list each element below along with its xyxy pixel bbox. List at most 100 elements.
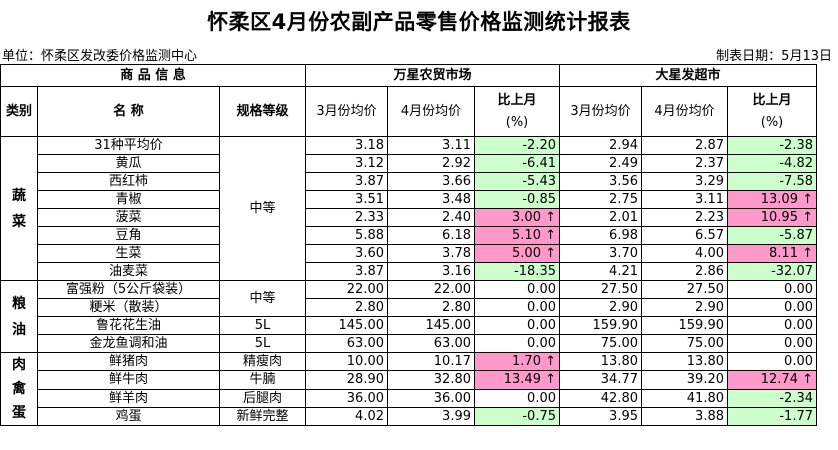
header-b-apr: 4月份均价 xyxy=(641,86,728,137)
b-mar: 2.75 xyxy=(559,190,642,209)
header-category: 类别 xyxy=(0,86,38,137)
b-mar: 3.95 xyxy=(559,406,642,427)
row-spec: 中等 xyxy=(219,136,306,281)
a-mar: 3.18 xyxy=(305,136,388,155)
a-apr: 32.80 xyxy=(387,370,475,390)
a-apr: 3.66 xyxy=(387,172,475,191)
row-name: 鲜牛肉 xyxy=(37,370,220,390)
header-spec: 规格等级 xyxy=(219,86,306,137)
a-chg: 0.00 xyxy=(474,388,560,408)
a-mar: 5.88 xyxy=(305,226,388,245)
b-chg: -2.34 xyxy=(727,388,817,408)
b-apr: 3.88 xyxy=(641,406,728,427)
b-mar: 6.98 xyxy=(559,226,642,245)
b-apr: 3.11 xyxy=(641,190,728,209)
b-mar: 159.90 xyxy=(559,316,642,335)
a-chg: 13.49 ↑ xyxy=(474,370,560,390)
a-mar: 3.12 xyxy=(305,154,388,173)
row-name: 粳米（散装） xyxy=(37,298,220,317)
b-apr: 2.87 xyxy=(641,136,728,155)
b-chg: -4.82 xyxy=(727,154,817,173)
a-mar: 145.00 xyxy=(305,316,388,335)
header-market-b: 大星发超市 xyxy=(559,64,817,87)
header-a-apr: 4月份均价 xyxy=(387,86,475,137)
a-mar: 2.33 xyxy=(305,208,388,227)
header-b-mom: 比上月 (%) xyxy=(727,86,817,137)
a-mar: 3.60 xyxy=(305,244,388,263)
b-apr: 2.90 xyxy=(641,298,728,317)
a-apr: 63.00 xyxy=(387,334,475,353)
a-apr: 3.99 xyxy=(387,406,475,427)
b-chg: 0.00 xyxy=(727,298,817,317)
a-apr: 36.00 xyxy=(387,388,475,408)
header-a-mar: 3月份均价 xyxy=(305,86,388,137)
header-product-info: 商 品 信 息 xyxy=(0,64,306,87)
a-apr: 145.00 xyxy=(387,316,475,335)
b-mar: 3.70 xyxy=(559,244,642,263)
b-chg: 0.00 xyxy=(727,334,817,353)
header-a-mom-unit: (%) xyxy=(505,114,529,130)
b-chg: 8.11 ↑ xyxy=(727,244,817,263)
a-mar: 3.87 xyxy=(305,172,388,191)
b-apr: 4.00 xyxy=(641,244,728,263)
b-apr: 2.86 xyxy=(641,262,728,281)
b-chg: 10.95 ↑ xyxy=(727,208,817,227)
a-mar: 36.00 xyxy=(305,388,388,408)
a-chg: -18.35 xyxy=(474,262,560,281)
b-apr: 39.20 xyxy=(641,370,728,390)
a-apr: 6.18 xyxy=(387,226,475,245)
b-mar: 2.94 xyxy=(559,136,642,155)
b-mar: 34.77 xyxy=(559,370,642,390)
a-chg: 5.00 ↑ xyxy=(474,244,560,263)
b-mar: 2.90 xyxy=(559,298,642,317)
a-chg: -0.75 xyxy=(474,406,560,427)
row-spec: 新鲜完整 xyxy=(219,406,306,427)
category-grain-oil: 粮油 xyxy=(0,280,38,353)
a-chg: 5.10 ↑ xyxy=(474,226,560,245)
header-name: 名 称 xyxy=(37,86,220,137)
a-apr: 10.17 xyxy=(387,351,475,372)
row-spec: 5L xyxy=(219,334,306,353)
a-chg: 1.70 ↑ xyxy=(474,351,560,372)
row-name: 富强粉（5公斤袋装） xyxy=(37,280,220,299)
row-name: 鲁花花生油 xyxy=(37,316,220,335)
a-mar: 28.90 xyxy=(305,370,388,390)
header-market-a: 万星农贸市场 xyxy=(305,64,560,87)
price-table: 商 品 信 息 万星农贸市场 大星发超市 类别 名 称 规格等级 3月份均价 4… xyxy=(0,64,817,427)
header-a-mom: 比上月 (%) xyxy=(474,86,560,137)
row-name: 豆角 xyxy=(37,226,220,245)
b-mar: 75.00 xyxy=(559,334,642,353)
header-a-mom-label: 比上月 xyxy=(497,92,537,108)
row-name: 金龙鱼调和油 xyxy=(37,334,220,353)
b-chg: 13.09 ↑ xyxy=(727,190,817,209)
b-mar: 2.49 xyxy=(559,154,642,173)
a-mar: 4.02 xyxy=(305,406,388,427)
row-spec: 中等 xyxy=(219,280,306,317)
a-chg: 0.00 xyxy=(474,298,560,317)
a-chg: 3.00 ↑ xyxy=(474,208,560,227)
row-name: 黄瓜 xyxy=(37,154,220,173)
b-apr: 75.00 xyxy=(641,334,728,353)
a-mar: 22.00 xyxy=(305,280,388,299)
a-mar: 3.87 xyxy=(305,262,388,281)
a-chg: -2.20 xyxy=(474,136,560,155)
row-name: 31种平均价 xyxy=(37,136,220,155)
b-apr: 159.90 xyxy=(641,316,728,335)
b-chg: -5.87 xyxy=(727,226,817,245)
a-chg: 0.00 xyxy=(474,280,560,299)
a-apr: 2.40 xyxy=(387,208,475,227)
row-name: 鲜猪肉 xyxy=(37,351,220,372)
a-mar: 2.80 xyxy=(305,298,388,317)
row-name: 生菜 xyxy=(37,244,220,263)
b-chg: -32.07 xyxy=(727,262,817,281)
b-apr: 41.80 xyxy=(641,388,728,408)
date-label: 制表日期：5月13日 xyxy=(716,49,832,64)
a-mar: 3.51 xyxy=(305,190,388,209)
b-apr: 6.57 xyxy=(641,226,728,245)
b-chg: 0.00 xyxy=(727,351,817,372)
header-b-mar: 3月份均价 xyxy=(559,86,642,137)
a-apr: 2.80 xyxy=(387,298,475,317)
category-meat-poultry-eggs: 肉禽蛋 xyxy=(0,352,38,426)
header-b-mom-label: 比上月 xyxy=(752,92,792,108)
unit-label: 单位：怀柔区发改委价格监测中心 xyxy=(2,49,198,64)
